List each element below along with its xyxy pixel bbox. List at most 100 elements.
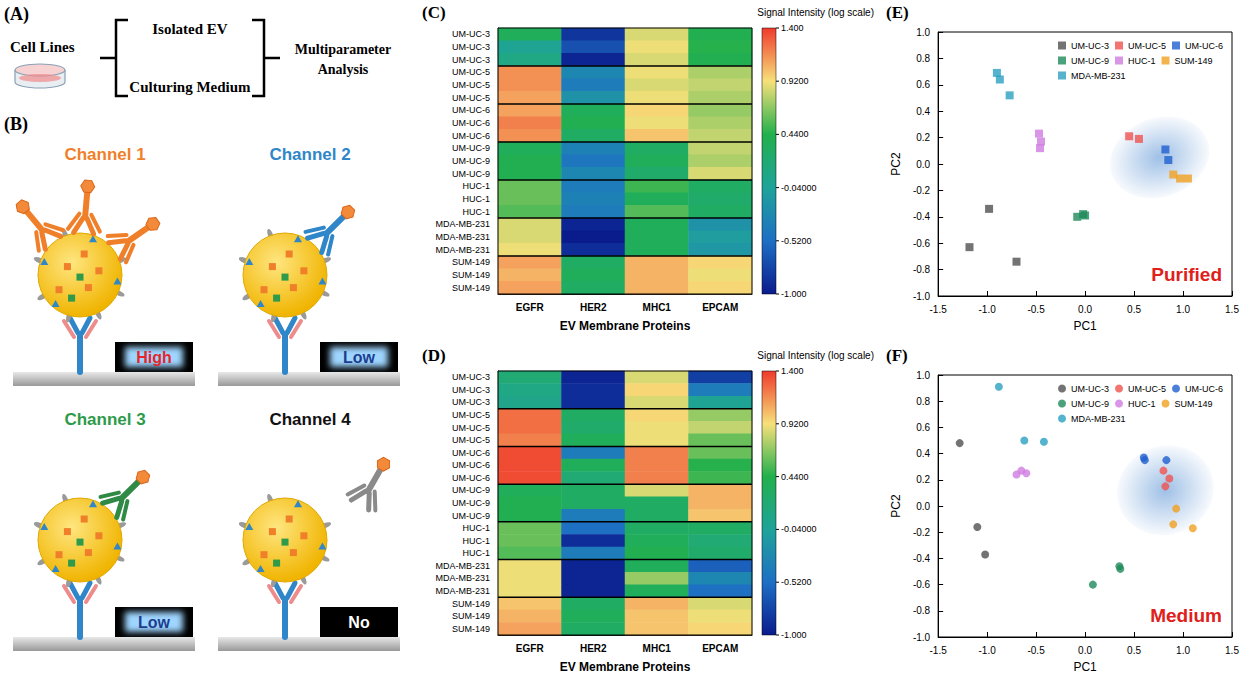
svg-text:UM-UC-6: UM-UC-6 bbox=[1185, 41, 1223, 51]
svg-text:MDA-MB-231: MDA-MB-231 bbox=[435, 561, 490, 571]
svg-text:-1.0: -1.0 bbox=[978, 304, 996, 315]
svg-text:UM-UC-3: UM-UC-3 bbox=[1071, 384, 1109, 394]
svg-text:UM-UC-9: UM-UC-9 bbox=[452, 169, 490, 179]
svg-text:-0.2: -0.2 bbox=[913, 527, 931, 538]
svg-text:-0.5200: -0.5200 bbox=[781, 577, 812, 587]
svg-text:No: No bbox=[348, 614, 370, 631]
svg-text:-1.000: -1.000 bbox=[781, 630, 807, 640]
svg-text:-1.0: -1.0 bbox=[913, 632, 931, 643]
svg-text:-1.5: -1.5 bbox=[930, 304, 948, 315]
svg-text:0.2: 0.2 bbox=[916, 132, 930, 143]
svg-text:UM-UC-6: UM-UC-6 bbox=[452, 105, 490, 115]
svg-text:HUC-1: HUC-1 bbox=[1128, 399, 1156, 409]
svg-text:Low: Low bbox=[138, 614, 171, 631]
svg-text:1.5: 1.5 bbox=[1225, 645, 1239, 656]
svg-text:-1.5: -1.5 bbox=[930, 645, 948, 656]
svg-text:Cell Lines: Cell Lines bbox=[10, 39, 75, 55]
svg-text:UM-UC-9: UM-UC-9 bbox=[1071, 56, 1109, 66]
svg-text:HUC-1: HUC-1 bbox=[462, 181, 490, 191]
svg-text:0.0: 0.0 bbox=[1078, 645, 1092, 656]
svg-text:Analysis: Analysis bbox=[318, 62, 369, 77]
svg-text:(A): (A) bbox=[4, 4, 29, 25]
svg-text:HUC-1: HUC-1 bbox=[462, 207, 490, 217]
svg-text:UM-UC-3: UM-UC-3 bbox=[452, 385, 490, 395]
svg-text:MDA-MB-231: MDA-MB-231 bbox=[1071, 71, 1126, 81]
svg-text:-0.04000: -0.04000 bbox=[781, 183, 817, 193]
svg-text:0.9200: 0.9200 bbox=[781, 419, 809, 429]
svg-text:EGFR: EGFR bbox=[516, 302, 545, 313]
svg-text:EPCAM: EPCAM bbox=[702, 302, 738, 313]
svg-text:UM-UC-5: UM-UC-5 bbox=[452, 93, 490, 103]
svg-text:-0.5: -0.5 bbox=[1027, 304, 1045, 315]
svg-text:EPCAM: EPCAM bbox=[702, 643, 738, 654]
svg-text:UM-UC-5: UM-UC-5 bbox=[452, 423, 490, 433]
svg-text:-0.4: -0.4 bbox=[913, 211, 931, 222]
svg-text:1.400: 1.400 bbox=[781, 23, 804, 33]
svg-text:0.0: 0.0 bbox=[1078, 304, 1092, 315]
svg-text:MDA-MB-231: MDA-MB-231 bbox=[435, 573, 490, 583]
svg-text:UM-UC-9: UM-UC-9 bbox=[452, 156, 490, 166]
svg-text:Signal Intensity (log scale): Signal Intensity (log scale) bbox=[757, 7, 874, 18]
svg-text:Channel 3: Channel 3 bbox=[64, 410, 145, 429]
svg-text:SUM-149: SUM-149 bbox=[452, 611, 490, 621]
svg-text:UM-UC-6: UM-UC-6 bbox=[452, 460, 490, 470]
svg-text:Medium: Medium bbox=[1150, 605, 1222, 626]
svg-text:MHC1: MHC1 bbox=[643, 643, 672, 654]
svg-text:Low: Low bbox=[343, 349, 376, 366]
svg-text:-0.8: -0.8 bbox=[913, 264, 931, 275]
svg-text:SUM-149: SUM-149 bbox=[452, 257, 490, 267]
svg-text:UM-UC-9: UM-UC-9 bbox=[452, 498, 490, 508]
svg-text:UM-UC-5: UM-UC-5 bbox=[452, 80, 490, 90]
svg-text:Channel 2: Channel 2 bbox=[269, 145, 350, 164]
svg-text:(D): (D) bbox=[422, 346, 446, 365]
svg-text:(B): (B) bbox=[4, 114, 28, 135]
svg-text:1.400: 1.400 bbox=[781, 366, 804, 376]
svg-text:HUC-1: HUC-1 bbox=[1128, 56, 1156, 66]
svg-text:0.9200: 0.9200 bbox=[781, 76, 809, 86]
svg-text:-0.2: -0.2 bbox=[913, 185, 931, 196]
svg-text:1.5: 1.5 bbox=[1225, 304, 1239, 315]
svg-text:0.0: 0.0 bbox=[916, 501, 930, 512]
svg-text:Culturing Medium: Culturing Medium bbox=[129, 79, 251, 95]
svg-text:-0.04000: -0.04000 bbox=[781, 524, 817, 534]
svg-text:UM-UC-6: UM-UC-6 bbox=[452, 131, 490, 141]
svg-text:Multiparameter: Multiparameter bbox=[295, 42, 391, 57]
svg-text:High: High bbox=[136, 349, 172, 366]
svg-text:UM-UC-5: UM-UC-5 bbox=[1128, 41, 1166, 51]
svg-text:UM-UC-3: UM-UC-3 bbox=[452, 372, 490, 382]
svg-text:SUM-149: SUM-149 bbox=[452, 599, 490, 609]
svg-text:UM-UC-5: UM-UC-5 bbox=[452, 67, 490, 77]
svg-text:UM-UC-3: UM-UC-3 bbox=[1071, 41, 1109, 51]
svg-text:-0.8: -0.8 bbox=[913, 605, 931, 616]
svg-text:1.0: 1.0 bbox=[916, 27, 930, 38]
svg-text:UM-UC-9: UM-UC-9 bbox=[1071, 399, 1109, 409]
svg-text:EGFR: EGFR bbox=[516, 643, 545, 654]
svg-text:EV Membrane Proteins: EV Membrane Proteins bbox=[560, 319, 691, 333]
svg-text:SUM-149: SUM-149 bbox=[1175, 56, 1213, 66]
svg-text:Purified: Purified bbox=[1151, 264, 1222, 285]
svg-text:HUC-1: HUC-1 bbox=[462, 536, 490, 546]
svg-text:MDA-MB-231: MDA-MB-231 bbox=[435, 219, 490, 229]
svg-text:UM-UC-9: UM-UC-9 bbox=[452, 511, 490, 521]
svg-text:HUC-1: HUC-1 bbox=[462, 194, 490, 204]
svg-text:MDA-MB-231: MDA-MB-231 bbox=[435, 586, 490, 596]
svg-text:UM-UC-5: UM-UC-5 bbox=[452, 435, 490, 445]
svg-text:-1.0: -1.0 bbox=[978, 645, 996, 656]
svg-text:0.6: 0.6 bbox=[916, 422, 930, 433]
svg-text:0.5: 0.5 bbox=[1127, 645, 1141, 656]
svg-text:HUC-1: HUC-1 bbox=[462, 523, 490, 533]
svg-text:UM-UC-5: UM-UC-5 bbox=[452, 410, 490, 420]
svg-text:PC2: PC2 bbox=[889, 494, 903, 518]
svg-text:UM-UC-6: UM-UC-6 bbox=[452, 473, 490, 483]
svg-text:UM-UC-3: UM-UC-3 bbox=[452, 29, 490, 39]
svg-text:1.0: 1.0 bbox=[1176, 645, 1190, 656]
svg-text:UM-UC-3: UM-UC-3 bbox=[452, 55, 490, 65]
svg-text:-0.6: -0.6 bbox=[913, 579, 931, 590]
svg-text:MDA-MB-231: MDA-MB-231 bbox=[1071, 414, 1126, 424]
svg-text:-1.0: -1.0 bbox=[913, 291, 931, 302]
svg-text:EV Membrane Proteins: EV Membrane Proteins bbox=[560, 660, 691, 674]
svg-text:PC1: PC1 bbox=[1073, 660, 1097, 674]
svg-text:0.4: 0.4 bbox=[916, 448, 930, 459]
svg-text:SUM-149: SUM-149 bbox=[1175, 399, 1213, 409]
svg-text:0.8: 0.8 bbox=[916, 53, 930, 64]
